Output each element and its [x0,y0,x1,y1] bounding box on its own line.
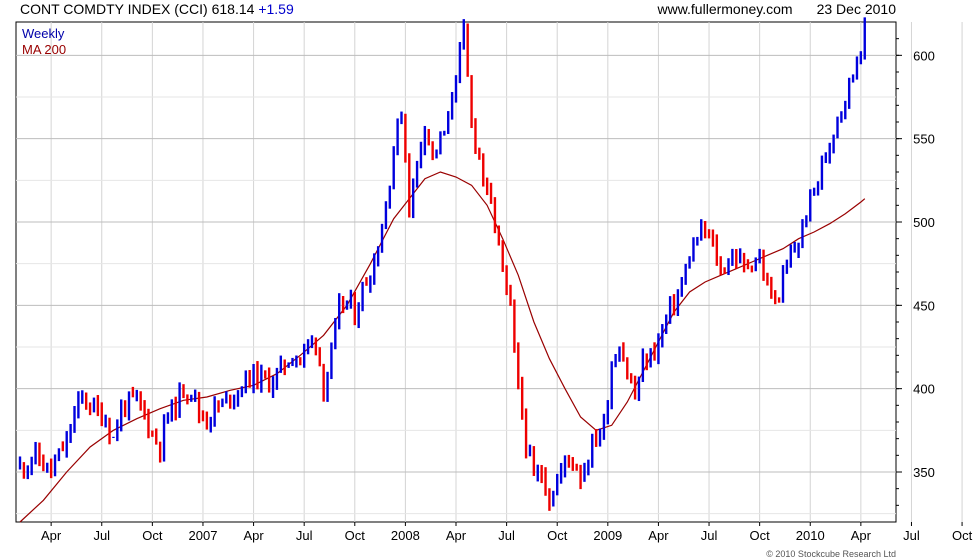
x-tick-label: Oct [750,528,771,543]
last-value: 618.14 [211,1,255,17]
legend-item: MA 200 [22,42,66,57]
x-tick-label: Apr [243,528,264,543]
source-line: www.fullermoney.com 23 Dec 2010 [657,1,896,17]
website-link[interactable]: www.fullermoney.com [657,1,793,17]
index-title: CONT COMDTY INDEX (CCI) [20,1,208,17]
x-tick-label: Oct [345,528,366,543]
x-tick-label: Jul [701,528,718,543]
x-tick-label: Apr [851,528,872,543]
weekly-bars [18,17,866,511]
x-tick-label: 2007 [189,528,218,543]
x-tick-label: Oct [142,528,163,543]
x-tick-label: 2009 [593,528,622,543]
x-tick-label: 2008 [391,528,420,543]
chart-date: 23 Dec 2010 [816,1,896,17]
legend-item: Weekly [22,26,65,41]
x-tick-label: Jul [296,528,313,543]
y-tick-label: 400 [913,382,935,397]
x-tick-label: Apr [446,528,467,543]
x-tick-label: Oct [547,528,568,543]
x-tick-label: 2010 [796,528,825,543]
change-value: +1.59 [258,1,294,17]
y-tick-label: 500 [913,215,935,230]
x-tick-label: Jul [498,528,515,543]
y-tick-label: 600 [913,48,935,63]
y-axis: 350 400 450 500 550 600 [16,38,935,515]
x-axis: Apr Jul Oct 2007 Apr Jul Oct 2008 Apr Jul Oct 2009 A… [41,22,973,543]
y-tick-label: 450 [913,298,935,313]
y-tick-label: 550 [913,132,935,147]
y-tick-label: 350 [913,465,935,480]
index-title-line: CONT COMDTY INDEX (CCI) 618.14 +1.59 [20,1,294,17]
x-tick-label: Apr [648,528,669,543]
chart-header: CONT COMDTY INDEX (CCI) 618.14 +1.59 www… [0,0,980,22]
copyright-notice: © 2010 Stockcube Research Ltd [766,549,896,559]
x-tick-label: Oct [952,528,973,543]
x-tick-label: Jul [903,528,920,543]
x-tick-label: Apr [41,528,62,543]
ma200-line [19,171,866,523]
x-tick-label: Jul [93,528,110,543]
